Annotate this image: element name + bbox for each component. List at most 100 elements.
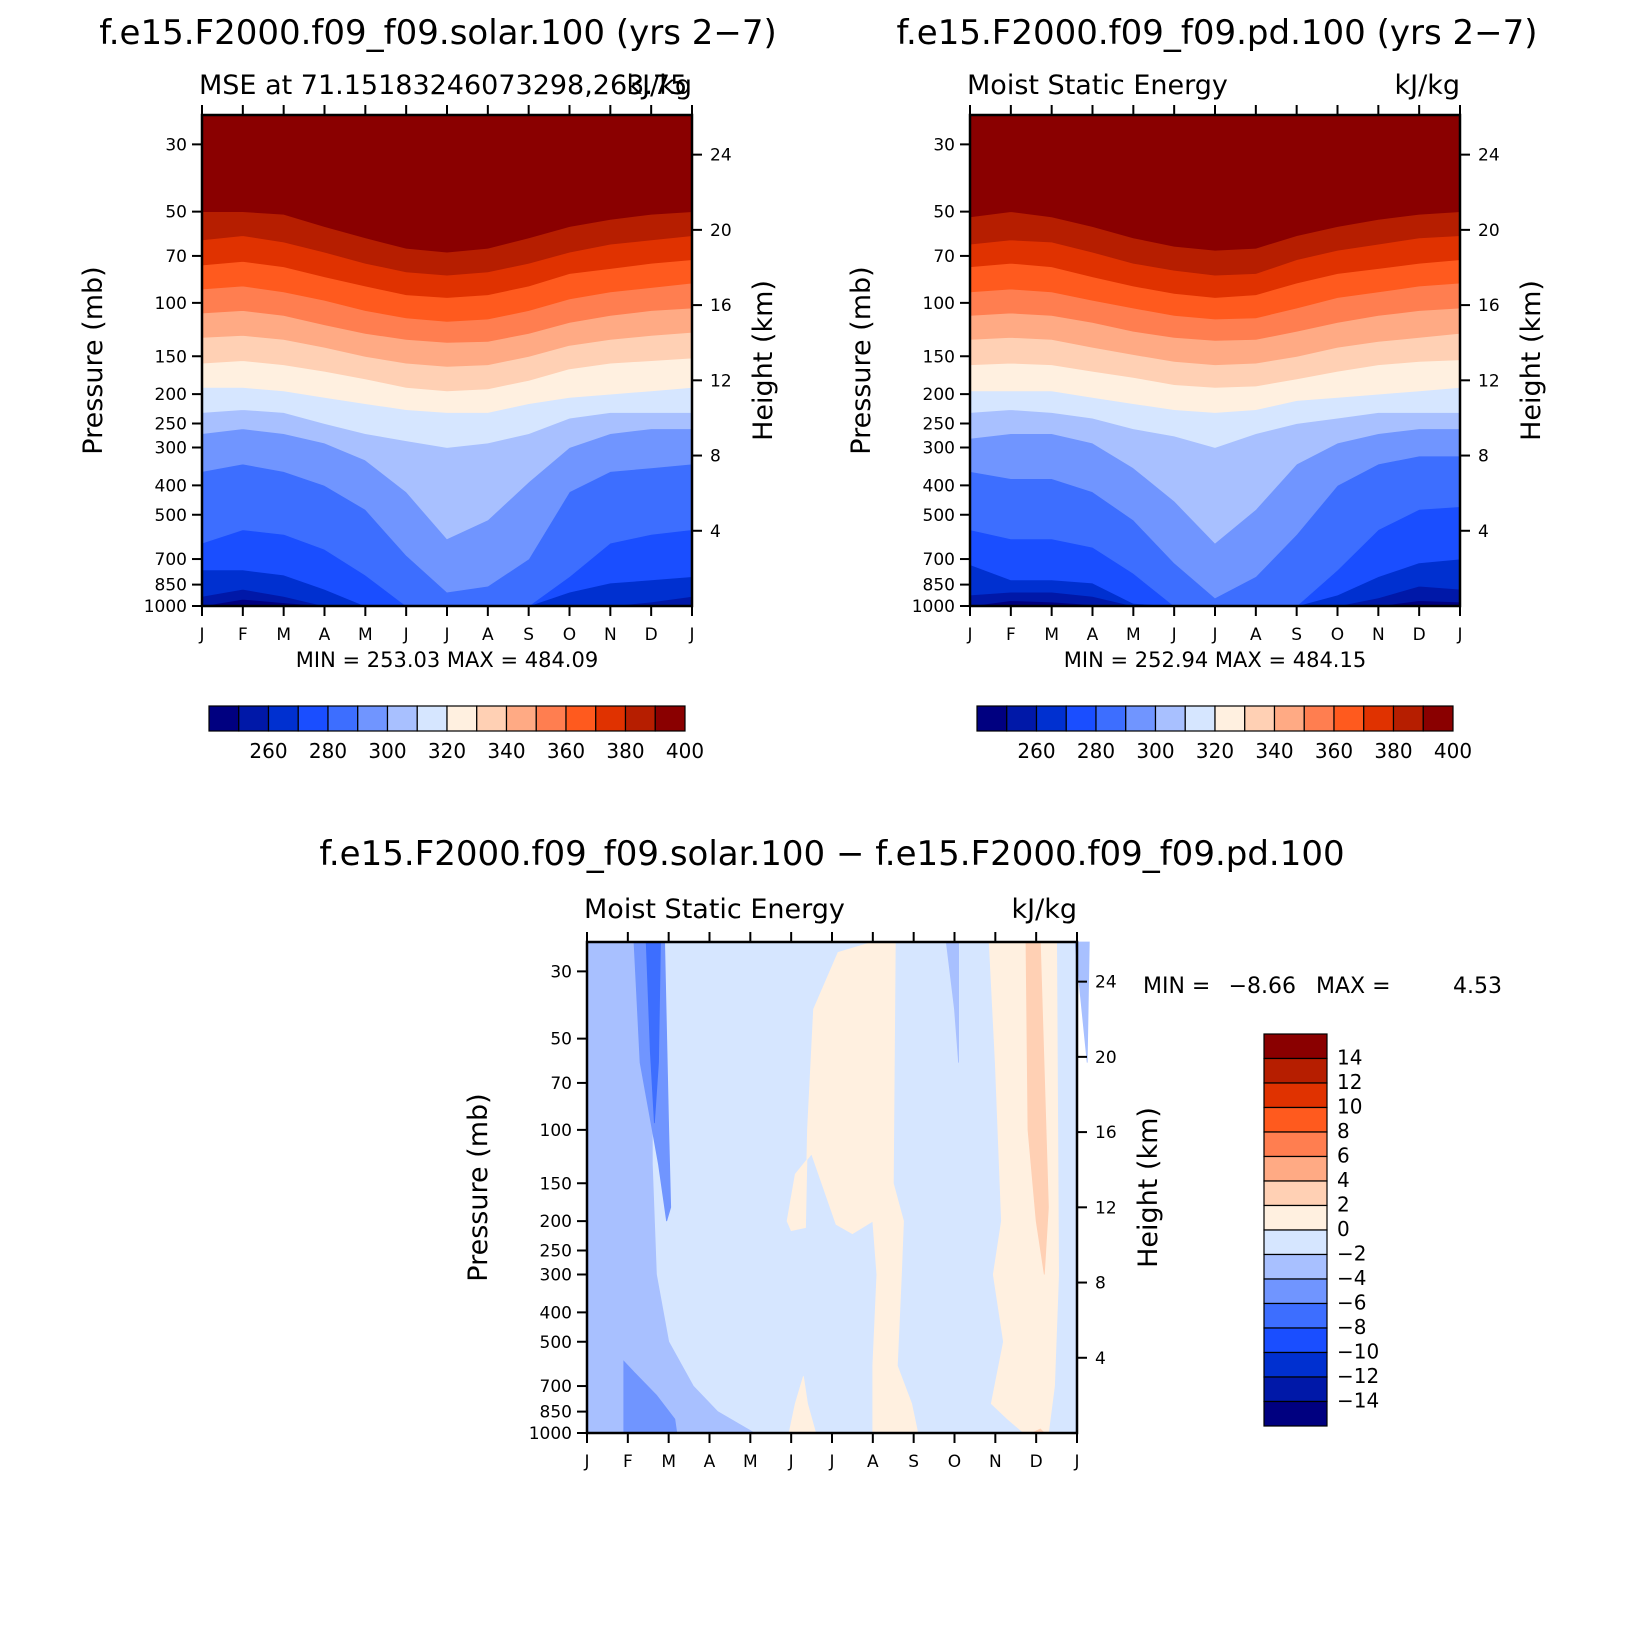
colorbar-swatch (1263, 1351, 1328, 1378)
x-tick-label: M (661, 1452, 676, 1472)
colorbar-swatch (1263, 1376, 1328, 1403)
colorbar-swatch (1035, 705, 1067, 732)
x-tick-label: O (563, 625, 576, 645)
x-tick-label: M (743, 1452, 758, 1472)
y-axis-label-pressure: Pressure (mb) (846, 266, 877, 454)
x-tick-label: J (688, 625, 694, 645)
pressure-tick-label: 700 (155, 550, 187, 570)
x-tick-label: J (1211, 625, 1217, 645)
colorbar-swatch (1273, 705, 1305, 732)
contour-region (1074, 941, 1090, 1063)
pressure-tick-label: 1000 (529, 1424, 572, 1444)
x-tick-label: F (238, 625, 248, 645)
colorbar-label: 6 (1337, 1144, 1350, 1168)
colorbar-swatch (1244, 705, 1276, 732)
colorbar-swatch (624, 705, 656, 732)
x-tick-label: O (948, 1452, 961, 1472)
colorbar-swatch (386, 705, 418, 732)
contour-region (786, 941, 919, 1434)
x-tick-label: S (1291, 625, 1302, 645)
x-tick-label: M (1044, 625, 1059, 645)
x-tick-label: M (358, 625, 373, 645)
panel-title: f.e15.F2000.f09_f09.solar.100 (yrs 2−7) (99, 13, 777, 53)
colorbar-swatch (535, 705, 567, 732)
contour-fill-group (201, 114, 693, 607)
pressure-tick-label: 150 (923, 347, 955, 367)
x-tick-label: A (482, 625, 494, 645)
colorbar-label: 260 (1017, 739, 1055, 763)
axes-group: J F M A M J J A S O N D J 30 50 70 100 150 200 250 300 400 500… (78, 13, 779, 645)
x-tick-label: D (645, 625, 658, 645)
pressure-tick-label: 850 (540, 1403, 572, 1423)
height-tick-label: 4 (1478, 522, 1489, 542)
x-tick-label: A (319, 625, 331, 645)
axes-group: J F M A M J J A S O N D J 30 50 70 100 150 200 250 300 400 500… (319, 834, 1344, 1472)
colorbar-label: 14 (1337, 1046, 1362, 1070)
colorbar: 260 280 300 320 340 360 380 400 MIN = 253.03 MAX… (208, 648, 704, 763)
x-tick-label: N (604, 625, 617, 645)
colorbar-label: 400 (1434, 739, 1472, 763)
colorbar-swatch (1263, 1400, 1328, 1427)
colorbar-swatch (1214, 705, 1246, 732)
pressure-tick-label: 500 (540, 1333, 572, 1353)
x-tick-label: S (908, 1452, 919, 1472)
min-label: MIN = (1143, 974, 1210, 999)
pressure-tick-label: 100 (155, 294, 187, 314)
colorbar-label: 340 (487, 739, 525, 763)
contour-fill-group (969, 114, 1461, 607)
panel-units: kJ/kg (627, 70, 692, 101)
colorbar-swatch (1263, 1278, 1328, 1305)
x-tick-label: D (1030, 1452, 1043, 1472)
panel-left-subtitle: Moist Static Energy (967, 70, 1228, 101)
pressure-tick-label: 50 (933, 203, 955, 223)
x-tick-label: M (276, 625, 291, 645)
x-tick-label: J (1073, 1452, 1079, 1472)
pressure-tick-label: 400 (923, 476, 955, 496)
colorbar-label: −14 (1337, 1389, 1379, 1413)
colorbar-swatch (208, 705, 240, 732)
y-axis-label-pressure: Pressure (mb) (463, 1093, 494, 1281)
pressure-tick-label: 100 (540, 1121, 572, 1141)
x-tick-label: A (704, 1452, 716, 1472)
colorbar-swatch (654, 705, 686, 732)
height-tick-label: 20 (1095, 1048, 1117, 1068)
colorbar-swatch (297, 705, 329, 732)
pressure-tick-label: 100 (923, 294, 955, 314)
colorbar-swatch (446, 705, 478, 732)
colorbar-label: 320 (1196, 739, 1234, 763)
colorbar-swatch (1263, 1204, 1328, 1231)
axes-group: J F M A M J J A S O N D J 30 50 70 100 150 200 250 300 400 500… (846, 13, 1547, 645)
x-tick-label: J (583, 1452, 589, 1472)
colorbar-swatch (505, 705, 537, 732)
colorbar-swatch (1263, 1057, 1328, 1084)
colorbar: 260 280 300 320 340 360 380 400 MIN = 252.94 MAX… (976, 648, 1472, 763)
max-value: 4.53 (1453, 974, 1502, 999)
pressure-tick-label: 300 (155, 439, 187, 459)
colorbar-label: 4 (1337, 1168, 1350, 1192)
colorbar-label: −8 (1337, 1315, 1366, 1339)
pressure-tick-label: 400 (540, 1303, 572, 1323)
pressure-tick-label: 150 (155, 347, 187, 367)
colorbar-label: 300 (368, 739, 406, 763)
colorbar-swatch (1333, 705, 1365, 732)
min-value: −8.66 (1229, 974, 1296, 999)
pressure-tick-label: 850 (923, 576, 955, 596)
pressure-tick-label: 500 (155, 506, 187, 526)
x-tick-label: A (1250, 625, 1262, 645)
colorbar-label: −2 (1337, 1242, 1366, 1266)
pressure-tick-label: 70 (165, 247, 187, 267)
pressure-tick-label: 200 (923, 385, 955, 405)
colorbar-swatch (327, 705, 359, 732)
pressure-tick-label: 700 (540, 1377, 572, 1397)
colorbar-label: 10 (1337, 1095, 1362, 1119)
pressure-tick-label: 30 (550, 962, 572, 982)
colorbar-swatch (1263, 1229, 1328, 1256)
panel-title: f.e15.F2000.f09_f09.solar.100 − f.e15.F2… (319, 834, 1344, 874)
colorbar-swatch (357, 705, 389, 732)
colorbar-swatch (1006, 705, 1038, 732)
pressure-tick-label: 1000 (144, 597, 187, 617)
pressure-tick-label: 250 (155, 415, 187, 435)
x-tick-label: O (1331, 625, 1344, 645)
panel-left-subtitle: MSE at 71.15183246073298,263.75 (199, 70, 687, 101)
height-tick-label: 12 (1095, 1198, 1117, 1218)
